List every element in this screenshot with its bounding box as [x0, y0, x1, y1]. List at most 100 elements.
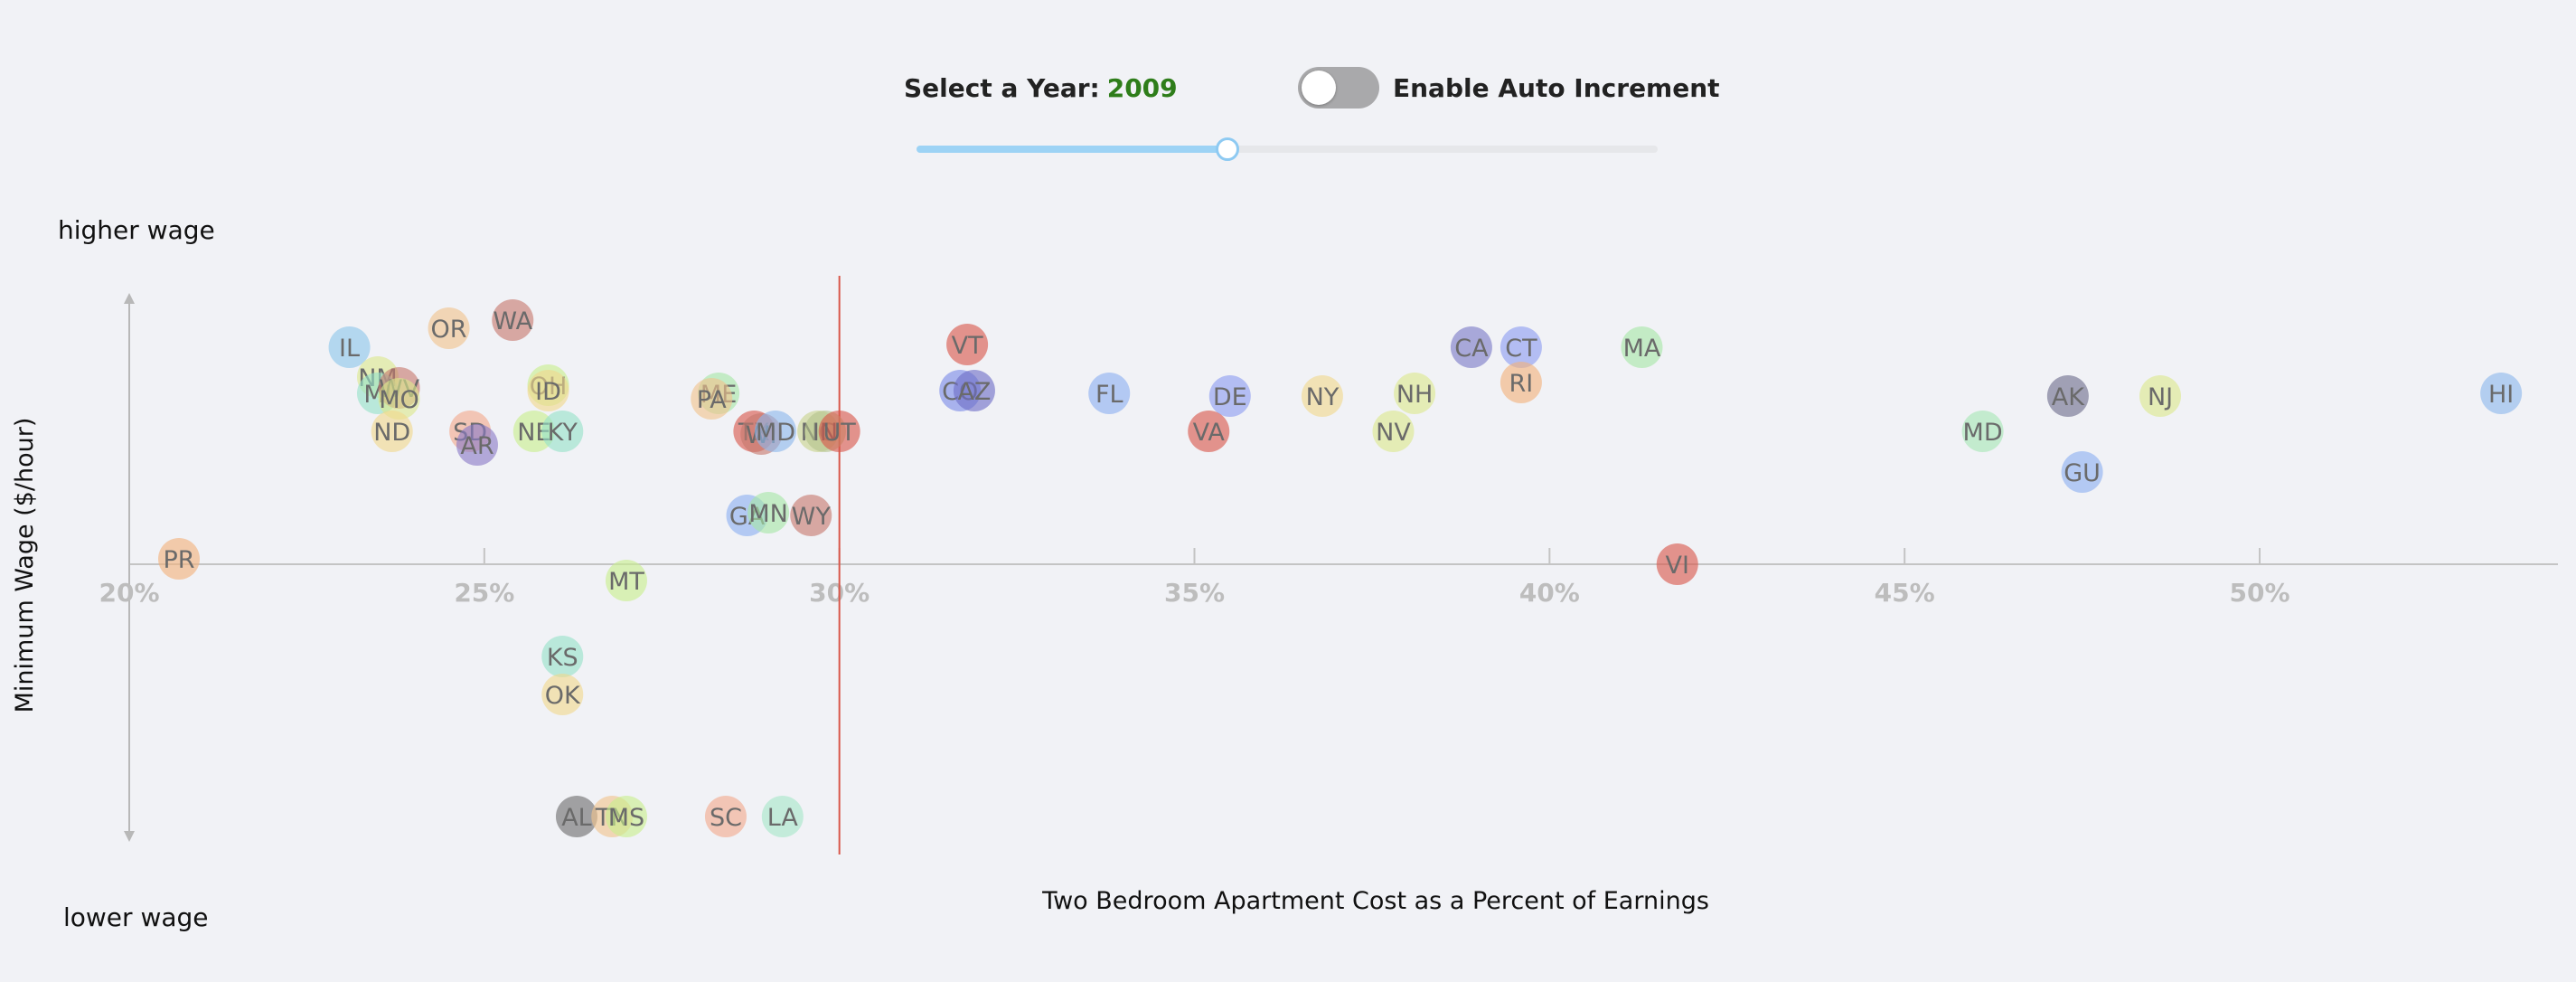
point-marker — [605, 796, 647, 837]
state-point-wa[interactable]: WA — [492, 299, 534, 341]
point-label: VT — [952, 332, 983, 360]
state-point-md[interactable]: MD — [1961, 411, 2004, 452]
state-point-ak[interactable]: AK — [2046, 375, 2089, 417]
point-label: AR — [460, 432, 494, 460]
point-label: LA — [767, 804, 799, 832]
point-marker — [541, 674, 584, 715]
y-top-label: higher wage — [58, 215, 215, 245]
point-label: UT — [823, 419, 857, 447]
point-marker — [818, 411, 860, 452]
x-tick-label: 20% — [99, 578, 159, 608]
point-label: WA — [493, 307, 532, 335]
state-point-nh[interactable]: NH — [1394, 373, 1436, 414]
point-marker — [2139, 375, 2182, 417]
point-label: AL — [561, 804, 592, 832]
state-point-de[interactable]: DE — [1208, 375, 1251, 417]
year-slider[interactable] — [917, 137, 1658, 161]
point-label: NH — [1396, 381, 1434, 409]
state-point-ar[interactable]: AR — [456, 424, 498, 466]
point-label: KS — [547, 644, 578, 672]
state-point-pa[interactable]: PA — [691, 378, 733, 420]
point-marker — [1188, 411, 1230, 452]
state-point-la[interactable]: LA — [761, 796, 804, 837]
auto-increment-toggle[interactable] — [1298, 67, 1379, 109]
year-slider-thumb[interactable] — [1216, 137, 1240, 161]
point-label: VA — [1193, 419, 1226, 447]
point-label: KY — [548, 419, 578, 447]
year-value: 2009 — [1106, 72, 1178, 103]
point-marker — [1088, 373, 1131, 414]
state-point-ky[interactable]: KY — [541, 411, 584, 452]
state-point-ok[interactable]: OK — [541, 674, 584, 715]
state-point-md[interactable]: MD — [754, 411, 796, 452]
point-marker — [946, 324, 989, 365]
state-point-ny[interactable]: NY — [1301, 375, 1343, 417]
point-label: PR — [163, 546, 194, 574]
state-point-nd[interactable]: ND — [371, 411, 413, 452]
point-label: OK — [545, 682, 581, 710]
state-point-vt[interactable]: VT — [946, 324, 989, 365]
point-marker — [378, 378, 420, 420]
x-tick-label: 50% — [2230, 578, 2290, 608]
state-point-ks[interactable]: KS — [541, 636, 584, 677]
state-point-ms[interactable]: MS — [605, 796, 647, 837]
point-label: PA — [697, 386, 728, 414]
auto-increment-label: Enable Auto Increment — [1393, 73, 1720, 103]
state-point-az[interactable]: AZ — [953, 370, 995, 411]
state-point-nj[interactable]: NJ — [2139, 375, 2182, 417]
point-label: MD — [756, 419, 795, 447]
x-tick-label: 45% — [1875, 578, 1935, 608]
state-point-va[interactable]: VA — [1188, 411, 1230, 452]
point-marker — [541, 411, 584, 452]
point-marker — [428, 307, 470, 349]
point-marker — [2480, 373, 2523, 414]
point-marker — [1372, 411, 1415, 452]
state-point-il[interactable]: IL — [328, 326, 371, 368]
point-label: GU — [2064, 459, 2101, 487]
state-point-pr[interactable]: PR — [157, 538, 200, 580]
x-tick-label: 35% — [1164, 578, 1225, 608]
state-point-ut[interactable]: UT — [818, 411, 860, 452]
state-point-mo[interactable]: MO — [378, 378, 420, 420]
point-label: AK — [2052, 383, 2085, 411]
point-marker — [328, 326, 371, 368]
point-label: NJ — [2148, 383, 2173, 411]
state-point-or[interactable]: OR — [428, 307, 470, 349]
point-label: NY — [1306, 383, 1340, 411]
state-point-mn[interactable]: MN — [747, 492, 790, 533]
state-point-mt[interactable]: MT — [605, 560, 647, 601]
state-point-ca[interactable]: CA — [1450, 326, 1492, 368]
point-label: OR — [431, 316, 467, 344]
point-label: WY — [792, 503, 832, 531]
toggle-knob — [1302, 71, 1336, 105]
point-marker — [1208, 375, 1251, 417]
point-label: ND — [373, 419, 410, 447]
state-point-vi[interactable]: VI — [1656, 543, 1698, 585]
point-marker — [555, 796, 597, 837]
state-point-ma[interactable]: MA — [1621, 326, 1663, 368]
point-label: VI — [1666, 552, 1689, 580]
point-marker — [1961, 411, 2004, 452]
point-marker — [157, 538, 200, 580]
state-point-hi[interactable]: HI — [2480, 373, 2523, 414]
state-point-wy[interactable]: WY — [790, 495, 832, 536]
point-marker — [1621, 326, 1663, 368]
state-point-gu[interactable]: GU — [2061, 451, 2103, 493]
year-slider-fill — [917, 146, 1228, 153]
point-marker — [1394, 373, 1436, 414]
point-label: RI — [1509, 370, 1534, 398]
state-point-sc[interactable]: SC — [704, 796, 747, 837]
point-marker — [704, 796, 747, 837]
state-point-al[interactable]: AL — [555, 796, 597, 837]
state-point-ri[interactable]: RI — [1500, 362, 1542, 403]
point-marker — [541, 636, 584, 677]
state-point-fl[interactable]: FL — [1088, 373, 1131, 414]
point-label: HI — [2488, 381, 2514, 409]
point-marker — [1500, 326, 1542, 368]
state-point-id[interactable]: ID — [527, 370, 569, 411]
point-label: ID — [535, 378, 561, 406]
state-point-ct[interactable]: CT — [1500, 326, 1542, 368]
x-tick-label: 25% — [454, 578, 514, 608]
state-point-nv[interactable]: NV — [1372, 411, 1415, 452]
